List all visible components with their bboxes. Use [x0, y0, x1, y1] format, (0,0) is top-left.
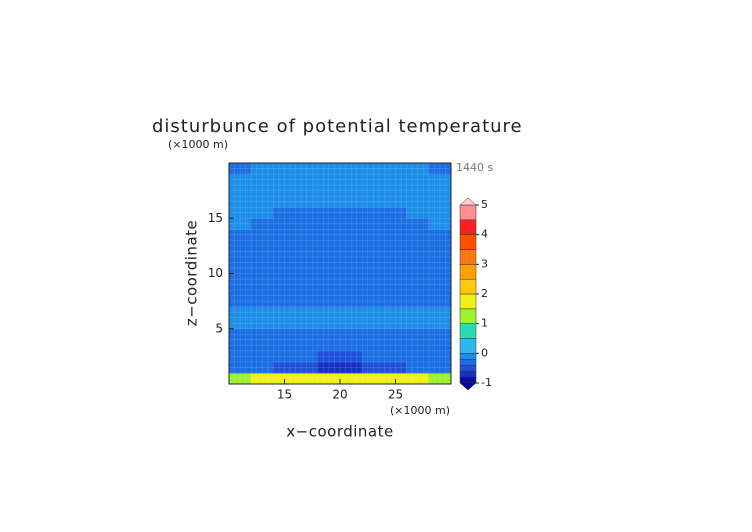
- x-tick-label: 25: [388, 388, 403, 402]
- colorbar-band: [459, 370, 477, 378]
- colorbar-tick-label: 5: [481, 198, 488, 211]
- colorbar-band: [459, 359, 477, 366]
- colorbar-tick-label: 3: [481, 257, 488, 270]
- x-axis-label: x−coordinate: [286, 423, 393, 441]
- colorbar-band: [459, 364, 477, 372]
- colorbar-band: [459, 323, 477, 339]
- colorbar-tick-label: 1: [481, 317, 488, 330]
- colorbar-tick-label: 2: [481, 287, 488, 300]
- colorbar-band: [459, 338, 477, 354]
- colorbar-band: [459, 219, 477, 235]
- x-tick-label: 15: [277, 388, 292, 402]
- colorbar-band: [459, 376, 477, 384]
- colorbar-band: [459, 264, 477, 280]
- time-label: 1440 s: [456, 161, 493, 174]
- colorbar-band: [459, 353, 477, 360]
- colorbar-extend-low: [459, 382, 477, 391]
- y-tick-label: 10: [208, 266, 223, 280]
- colorbar-band: [459, 308, 477, 324]
- y-axis-label: z−coordinate: [183, 220, 201, 326]
- x-tick-label: 20: [332, 388, 347, 402]
- colorbar-tick-label: -1: [481, 376, 492, 389]
- colorbar-band: [459, 204, 477, 221]
- y-tick-label: 15: [208, 211, 223, 225]
- colorbar-band: [459, 293, 477, 310]
- colorbar-tick-label: 4: [481, 228, 488, 241]
- chart-title: disturbunce of potential temperature: [152, 116, 523, 137]
- y-tick-label: 5: [215, 321, 223, 335]
- colorbar-band: [459, 234, 477, 250]
- x-unit: (×1000 m): [390, 404, 450, 417]
- colorbar-band: [459, 249, 477, 265]
- colorbar-tick-label: 0: [481, 346, 488, 359]
- colorbar-band: [459, 278, 477, 295]
- y-unit: (×1000 m): [168, 138, 228, 151]
- colorbar-extend-high: [459, 197, 477, 206]
